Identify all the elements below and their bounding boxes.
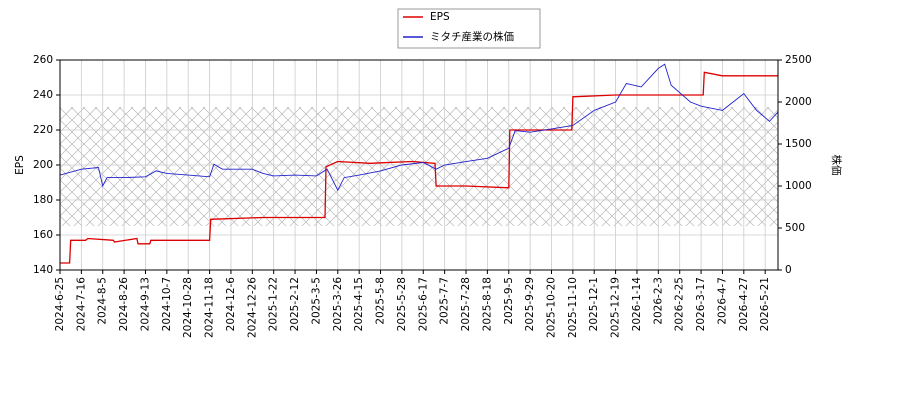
y2-tick-label: 500 — [785, 222, 805, 234]
y2-tick-label: 2500 — [785, 54, 812, 66]
y-tick-label: 260 — [33, 54, 53, 66]
x-tick-label: 2026-2-25 — [674, 277, 686, 331]
x-tick-label: 2024-7-16 — [75, 277, 87, 332]
x-tick-label: 2025-5-8 — [375, 277, 387, 325]
x-tick-label: 2025-3-5 — [310, 277, 322, 325]
y-tick-label: 220 — [33, 124, 53, 136]
x-tick-label: 2026-4-7 — [716, 277, 728, 325]
x-tick-label: 2024-9-13 — [139, 277, 151, 331]
y-tick-label: 140 — [33, 264, 53, 276]
x-tick-label: 2026-4-27 — [738, 277, 750, 331]
y2-axis-label: 株価 — [830, 155, 843, 176]
x-tick-label: 2025-12-1 — [588, 277, 600, 331]
x-tick-label: 2025-10-20 — [545, 277, 557, 338]
x-tick-label: 2025-6-17 — [417, 277, 429, 331]
x-tick-label: 2024-12-6 — [225, 277, 237, 332]
x-tick-label: 2025-11-10 — [567, 277, 579, 338]
x-tick-label: 2025-12-19 — [610, 277, 622, 338]
legend-label: EPS — [430, 11, 450, 23]
y2-tick-label: 0 — [785, 264, 792, 276]
hatched-band — [60, 107, 778, 226]
x-tick-label: 2024-6-25 — [54, 277, 66, 331]
x-tick-label: 2024-10-7 — [161, 277, 173, 331]
x-tick-label: 2025-7-28 — [460, 277, 472, 331]
y-tick-label: 180 — [33, 194, 53, 206]
legend-label: ミタチ産業の株価 — [430, 30, 514, 43]
x-tick-label: 2024-12-26 — [246, 277, 258, 338]
series-line — [59, 63, 779, 192]
x-tick-label: 2025-9-5 — [503, 277, 515, 325]
x-tick-label: 2024-11-18 — [204, 277, 216, 338]
y-tick-label: 160 — [33, 229, 53, 241]
x-tick-label: 2024-8-5 — [97, 277, 109, 325]
x-tick-label: 2025-2-12 — [289, 277, 301, 331]
x-tick-label: 2026-3-17 — [695, 277, 707, 331]
y2-tick-label: 1000 — [785, 180, 812, 192]
x-tick-label: 2026-5-21 — [759, 277, 771, 331]
x-tick-label: 2025-3-26 — [332, 277, 344, 332]
y-axis-label: EPS — [14, 155, 26, 175]
y-tick-label: 200 — [33, 159, 53, 171]
x-tick-label: 2025-8-18 — [481, 277, 493, 331]
x-tick-label: 2026-1-14 — [631, 277, 643, 332]
y-tick-label: 240 — [33, 89, 53, 101]
y2-tick-label: 2000 — [785, 96, 812, 108]
x-tick-label: 2025-7-7 — [439, 277, 451, 325]
x-tick-label: 2025-5-28 — [396, 277, 408, 331]
x-tick-label: 2025-1-22 — [268, 277, 280, 331]
y2-tick-label: 1500 — [785, 138, 812, 150]
x-tick-label: 2024-10-28 — [182, 277, 194, 338]
x-tick-label: 2024-8-26 — [118, 277, 130, 332]
x-tick-label: 2026-2-3 — [652, 277, 664, 325]
x-tick-label: 2025-9-29 — [524, 277, 536, 331]
legend — [397, 8, 541, 49]
x-tick-label: 2025-4-15 — [353, 277, 365, 331]
series-line — [60, 71, 778, 264]
